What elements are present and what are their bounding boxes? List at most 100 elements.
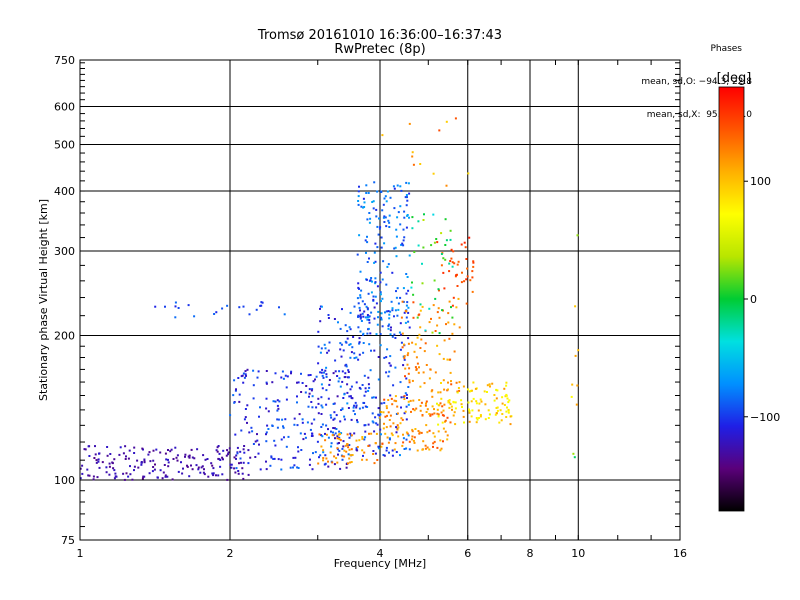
data-point: [367, 389, 370, 392]
data-point: [471, 270, 474, 273]
data-point: [576, 234, 579, 237]
data-point: [344, 376, 347, 378]
data-point: [221, 473, 224, 476]
data-point: [87, 445, 90, 448]
data-point: [276, 426, 279, 429]
data-point: [402, 300, 405, 303]
data-point: [155, 448, 158, 451]
data-point: [369, 369, 372, 372]
data-point: [444, 430, 447, 433]
data-point: [341, 370, 344, 373]
data-point: [370, 311, 373, 314]
data-point: [493, 399, 496, 402]
data-point: [446, 438, 449, 441]
data-point: [243, 445, 246, 447]
data-point: [267, 428, 270, 430]
data-point: [376, 285, 379, 288]
data-point: [240, 461, 242, 464]
data-point: [339, 348, 342, 351]
data-point: [338, 436, 341, 439]
data-point: [442, 379, 445, 382]
data-point: [467, 388, 469, 391]
data-point: [324, 454, 327, 457]
data-point: [367, 327, 370, 330]
data-point: [296, 424, 299, 427]
data-point: [282, 425, 284, 428]
data-point: [385, 283, 388, 286]
data-point: [174, 446, 177, 449]
data-point: [363, 451, 366, 454]
data-point: [368, 432, 370, 435]
data-point: [375, 215, 378, 218]
data-point: [428, 377, 431, 380]
data-point: [453, 262, 456, 265]
data-point: [233, 401, 236, 404]
data-point: [344, 340, 347, 343]
data-point: [371, 396, 374, 399]
data-point: [175, 456, 178, 459]
data-point: [345, 363, 348, 366]
data-point: [405, 438, 408, 441]
data-point: [247, 449, 250, 452]
data-point: [339, 327, 342, 330]
data-point: [423, 213, 425, 216]
data-point: [355, 439, 358, 442]
data-point: [376, 225, 379, 228]
data-point: [384, 311, 386, 314]
data-point: [421, 414, 424, 416]
data-point: [452, 296, 455, 299]
data-point: [122, 452, 125, 455]
data-point: [281, 418, 284, 421]
data-point: [442, 271, 445, 274]
data-point: [347, 446, 350, 449]
data-point: [491, 382, 494, 385]
axes: 1 2 4 6 8 10 16 75 100 200 300 400 500 600 750: [54, 54, 687, 560]
data-point: [350, 385, 353, 388]
data-point: [401, 444, 404, 447]
data-point: [344, 444, 347, 447]
data-point: [245, 374, 247, 377]
data-point: [354, 401, 357, 404]
data-point: [448, 399, 451, 401]
data-point: [391, 434, 394, 437]
data-point: [368, 212, 371, 214]
data-point: [81, 464, 84, 467]
data-point: [265, 468, 268, 471]
data-point: [265, 382, 268, 385]
data-point: [395, 235, 398, 238]
data-point: [349, 311, 352, 314]
data-point: [296, 395, 298, 398]
data-point: [436, 446, 439, 449]
data-point: [358, 306, 361, 309]
data-point: [431, 389, 434, 392]
data-point: [118, 453, 121, 456]
data-point: [284, 374, 287, 377]
data-point: [454, 401, 457, 404]
data-point: [442, 409, 445, 412]
data-point: [379, 226, 382, 229]
data-point: [369, 279, 372, 282]
data-point: [367, 316, 370, 319]
data-point: [308, 395, 310, 398]
data-point: [472, 261, 475, 264]
data-point: [95, 459, 98, 462]
data-point: [236, 446, 239, 449]
data-point: [188, 456, 191, 459]
data-point: [359, 317, 362, 320]
data-point: [419, 409, 422, 412]
data-point: [346, 330, 349, 333]
data-point: [468, 420, 471, 423]
data-point: [432, 213, 435, 216]
data-point: [162, 471, 165, 474]
data-point: [361, 384, 364, 386]
data-point: [108, 465, 111, 468]
data-point: [218, 452, 221, 455]
data-point: [167, 449, 169, 451]
data-point: [406, 432, 409, 435]
data-point: [357, 282, 360, 285]
data-point: [416, 316, 419, 319]
data-point: [349, 328, 352, 331]
data-point: [500, 419, 503, 422]
data-point: [408, 192, 411, 195]
data-point: [451, 408, 453, 411]
